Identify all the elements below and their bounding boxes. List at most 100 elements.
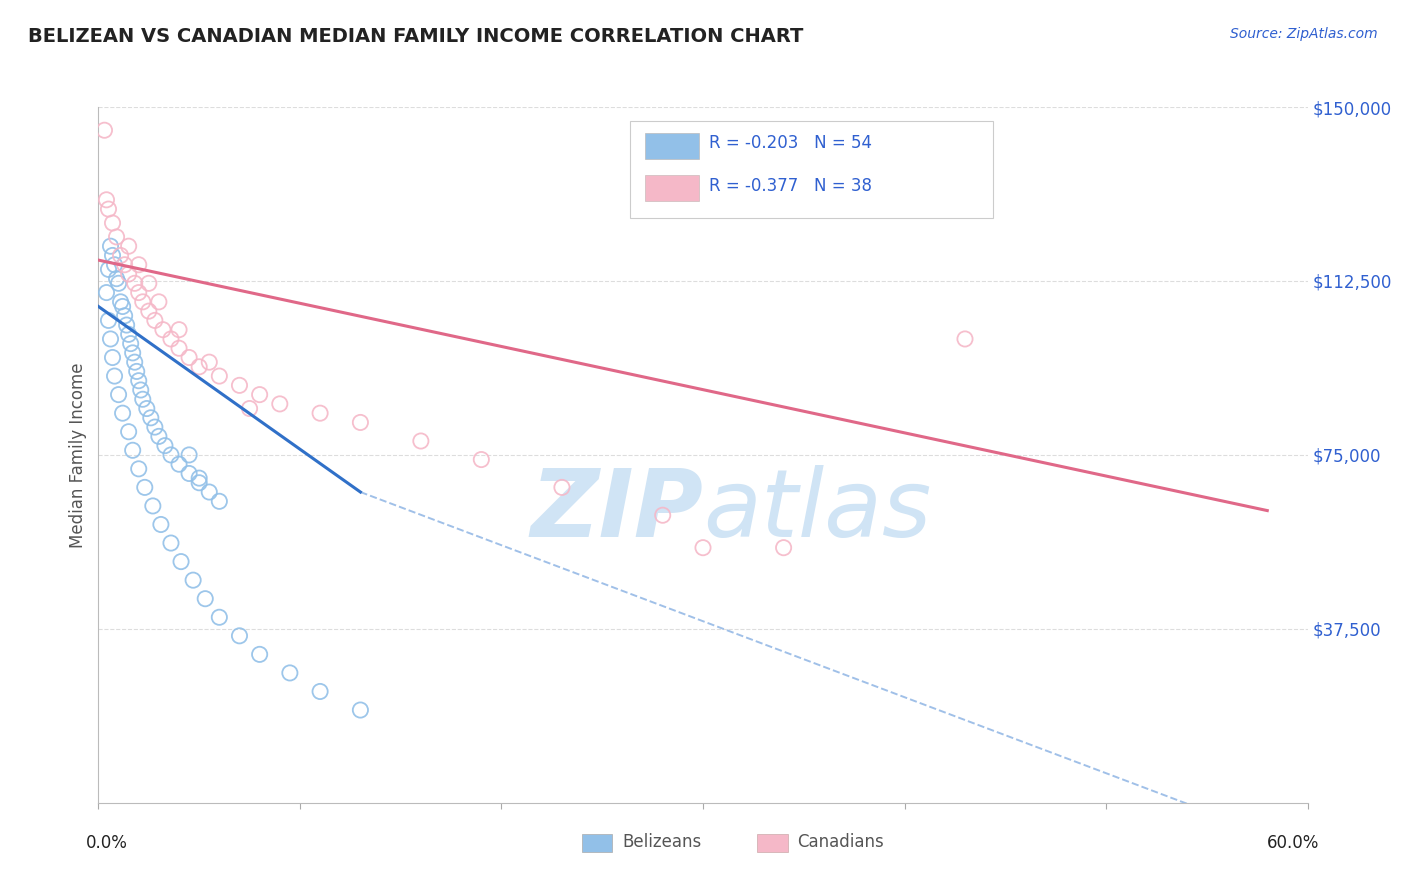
- Point: [269, 397, 291, 411]
- Point: [114, 309, 136, 323]
- Point: [128, 285, 150, 300]
- Bar: [582, 834, 613, 852]
- Point: [148, 429, 170, 443]
- Point: [228, 629, 250, 643]
- Text: ZIP: ZIP: [530, 465, 703, 557]
- Point: [249, 648, 271, 662]
- Point: [651, 508, 673, 523]
- Point: [148, 294, 170, 309]
- Point: [167, 457, 190, 471]
- Text: Belizeans: Belizeans: [621, 833, 702, 852]
- Point: [208, 369, 231, 384]
- Point: [124, 277, 146, 291]
- Point: [97, 313, 120, 327]
- Bar: [645, 133, 699, 159]
- Point: [121, 443, 143, 458]
- Point: [118, 327, 141, 342]
- Point: [208, 610, 231, 624]
- Point: [114, 258, 136, 272]
- Point: [409, 434, 432, 448]
- Point: [134, 480, 156, 494]
- Point: [160, 332, 183, 346]
- Point: [110, 248, 132, 262]
- Point: [179, 351, 201, 365]
- Point: [249, 387, 271, 401]
- Point: [118, 425, 141, 439]
- Point: [120, 336, 142, 351]
- Point: [181, 573, 204, 587]
- Point: [167, 341, 190, 355]
- Point: [138, 277, 160, 291]
- Point: [107, 387, 129, 401]
- Point: [96, 193, 118, 207]
- Point: [772, 541, 794, 555]
- Point: [160, 536, 183, 550]
- Point: [149, 517, 172, 532]
- Point: [228, 378, 250, 392]
- Text: R = -0.203   N = 54: R = -0.203 N = 54: [709, 134, 872, 153]
- Point: [142, 499, 165, 513]
- Point: [139, 410, 162, 425]
- Point: [194, 591, 217, 606]
- Point: [278, 665, 301, 680]
- Point: [692, 541, 714, 555]
- Text: 0.0%: 0.0%: [86, 834, 128, 852]
- Point: [309, 684, 332, 698]
- Point: [188, 471, 211, 485]
- Bar: [758, 834, 787, 852]
- Point: [103, 258, 125, 272]
- Point: [101, 248, 124, 262]
- Text: 60.0%: 60.0%: [1267, 834, 1320, 852]
- Point: [128, 462, 150, 476]
- Point: [152, 323, 174, 337]
- Point: [128, 258, 150, 272]
- Point: [115, 318, 138, 332]
- Point: [143, 313, 166, 327]
- Point: [105, 230, 128, 244]
- Point: [179, 467, 201, 481]
- Point: [153, 439, 176, 453]
- Point: [208, 494, 231, 508]
- Point: [143, 420, 166, 434]
- Point: [97, 202, 120, 216]
- Point: [110, 294, 132, 309]
- Point: [111, 300, 134, 314]
- Point: [953, 332, 976, 346]
- Point: [118, 239, 141, 253]
- Point: [107, 277, 129, 291]
- Point: [470, 452, 492, 467]
- Point: [100, 332, 122, 346]
- Point: [198, 355, 221, 369]
- Point: [103, 369, 125, 384]
- Point: [93, 123, 115, 137]
- Point: [97, 262, 120, 277]
- Point: [118, 267, 141, 281]
- Point: [349, 416, 371, 430]
- Point: [167, 323, 190, 337]
- Point: [188, 359, 211, 374]
- Point: [101, 351, 124, 365]
- Point: [101, 216, 124, 230]
- Point: [125, 364, 148, 378]
- FancyBboxPatch shape: [630, 121, 993, 219]
- Point: [100, 239, 122, 253]
- Point: [349, 703, 371, 717]
- Point: [170, 555, 193, 569]
- Text: atlas: atlas: [703, 465, 931, 556]
- Point: [239, 401, 262, 416]
- Point: [198, 485, 221, 500]
- Point: [132, 294, 155, 309]
- Point: [111, 406, 134, 420]
- Bar: [645, 175, 699, 201]
- Point: [128, 374, 150, 388]
- Point: [138, 304, 160, 318]
- Point: [179, 448, 201, 462]
- Point: [96, 285, 118, 300]
- Text: BELIZEAN VS CANADIAN MEDIAN FAMILY INCOME CORRELATION CHART: BELIZEAN VS CANADIAN MEDIAN FAMILY INCOM…: [28, 27, 803, 45]
- Point: [132, 392, 155, 407]
- Point: [160, 448, 183, 462]
- Text: R = -0.377   N = 38: R = -0.377 N = 38: [709, 177, 872, 194]
- Point: [129, 383, 152, 397]
- Point: [121, 346, 143, 360]
- Point: [124, 355, 146, 369]
